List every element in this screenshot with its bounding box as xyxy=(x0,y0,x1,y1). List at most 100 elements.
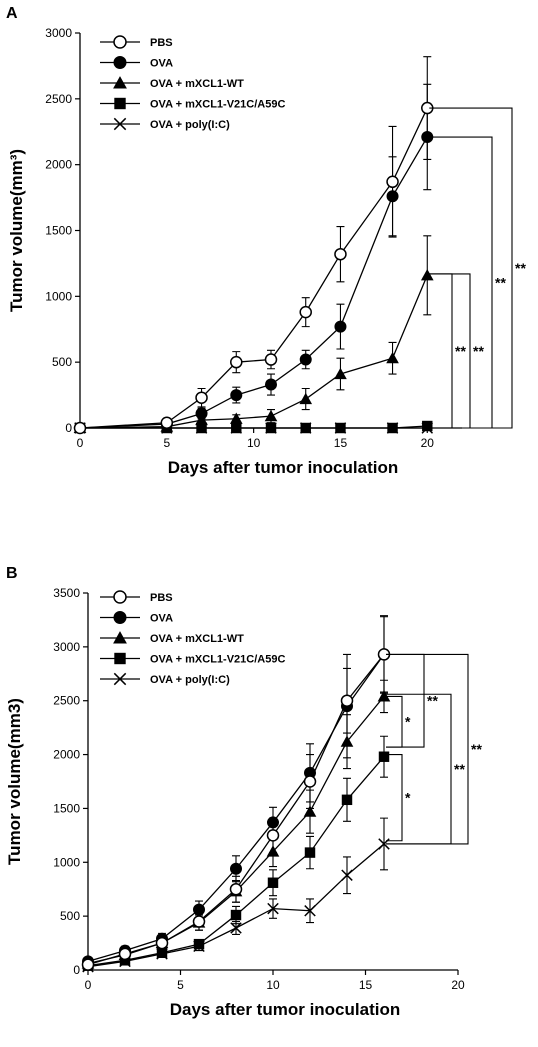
panel-0-x-tick-label: 10 xyxy=(247,436,261,450)
panel-1-legend-marker xyxy=(114,652,126,665)
panel-0-data-point xyxy=(386,351,399,364)
panel-b-label: B xyxy=(6,565,18,582)
panel-1-legend-marker xyxy=(113,672,127,686)
panel-0-chart: 0 500 1000 1500 2000 2500 3000 0 5 10 15 20 Days aft… xyxy=(7,26,526,477)
panel-0-significance-label: ** xyxy=(495,275,506,291)
panel-0-series-line xyxy=(79,275,428,429)
panel-1-data-point xyxy=(119,955,131,966)
panel-1-bracket xyxy=(386,653,469,845)
panel-0-data-point xyxy=(299,392,313,405)
panel-0-data-point xyxy=(231,422,242,434)
panel-1-data-point xyxy=(303,805,317,817)
panel-0-x-tick-label: 15 xyxy=(334,436,348,450)
panel-1-bracket xyxy=(386,754,403,842)
panel-0-data-point xyxy=(334,367,347,380)
panel-0-y-tick-label: 1500 xyxy=(45,224,72,238)
panel-0-data-point xyxy=(265,378,277,391)
panel-0-data-point xyxy=(299,353,312,366)
panel-1-data-point xyxy=(267,902,279,915)
panel-0-legend-label: PBS xyxy=(150,37,173,49)
panel-1-series-filled-square xyxy=(82,735,390,971)
panel-0-legend: PBS OVA OVA + mXCL1-WT OVA + mXCL1-V21C/A59… xyxy=(100,35,285,131)
panel-1-y-tick-label: 1000 xyxy=(53,855,80,869)
panel-0-data-point xyxy=(73,421,87,435)
panel-0-significance-label: ** xyxy=(515,260,526,276)
panel-1-x-axis-title: Days after tumor inoculation xyxy=(170,1000,400,1019)
panel-1-data-point xyxy=(267,877,279,888)
panel-0-legend-marker xyxy=(114,97,126,110)
panel-1-bracket xyxy=(386,693,452,845)
panel-1-data-point xyxy=(230,862,242,875)
panel-1-data-point xyxy=(229,882,243,896)
panel-1-significance-label: ** xyxy=(427,693,438,709)
panel-0-significance-label: ** xyxy=(473,343,484,359)
panel-1-legend-label: OVA + mXCL1-WT xyxy=(150,633,244,645)
panel-0-data-point xyxy=(265,422,277,434)
panel-1-data-point xyxy=(378,751,390,762)
panel-1-data-point xyxy=(303,775,317,788)
panel-1-data-point xyxy=(377,690,391,702)
panel-1-data-point xyxy=(304,847,316,858)
panel-1-significance-label: * xyxy=(405,714,411,730)
panel-0-data-point xyxy=(264,353,278,366)
panel-1-data-point xyxy=(118,947,132,961)
panel-1-legend-marker xyxy=(113,590,127,604)
panel-0-series-open-circle xyxy=(73,56,434,435)
panel-0-data-point xyxy=(300,422,311,434)
panel-0-y-tick-label: 2500 xyxy=(45,92,72,106)
panel-0-y-tick-label: 1000 xyxy=(45,289,72,303)
panel-0-bracket xyxy=(429,107,513,429)
panel-1-y-tick-label: 2000 xyxy=(53,748,80,762)
panel-1-data-point xyxy=(155,936,169,950)
panel-1-y-tick-label: 2500 xyxy=(53,694,80,708)
panel-1-x-tick-label: 15 xyxy=(359,978,373,992)
panel-0-data-point xyxy=(160,416,174,429)
panel-1-chart: 0 500 1000 1500 2000 2500 3000 3500 0 5 10 15 20 Days… xyxy=(5,586,482,1019)
panel-1-legend-marker xyxy=(113,631,127,644)
panel-0-bracket xyxy=(429,273,453,429)
panel-0-data-point xyxy=(196,422,207,434)
panel-0-data-point xyxy=(230,355,243,369)
panel-1-significance-label: * xyxy=(405,790,411,806)
panel-0-legend-marker xyxy=(113,117,127,131)
panel-0-data-point xyxy=(420,268,434,281)
panel-0-y-tick-label: 500 xyxy=(52,355,72,369)
panel-0-data-point xyxy=(334,320,347,333)
panel-0-x-tick-label: 5 xyxy=(163,436,170,450)
panel-0-data-point xyxy=(387,422,398,434)
panel-1-data-point xyxy=(340,694,354,707)
panel-1-legend-label: OVA + mXCL1-V21C/A59C xyxy=(150,654,285,666)
panel-0-significance: ** ** ** ** xyxy=(429,107,526,429)
panel-0-data-point xyxy=(195,407,208,420)
panel-1-data-point xyxy=(230,909,242,921)
panel-0-y-tick-label: 0 xyxy=(65,421,72,435)
panel-1-series-open-circle xyxy=(81,616,391,971)
panel-0-data-point xyxy=(335,422,346,434)
panel-0-legend-marker xyxy=(113,35,127,49)
panel-a-label: A xyxy=(6,5,18,22)
panel-0-x-tick-label: 20 xyxy=(421,436,435,450)
panel-1-data-point xyxy=(81,958,95,971)
panel-0-series-filled-circle xyxy=(74,83,434,434)
panel-0-bracket xyxy=(429,136,493,429)
panel-0-data-point xyxy=(230,389,243,402)
panel-1-data-point xyxy=(156,947,168,958)
panel-1-bracket xyxy=(386,653,425,748)
panel-1-y-axis-title: Tumor volume(mm3) xyxy=(5,698,24,865)
panel-1-x-tick-label: 5 xyxy=(177,978,184,992)
panel-0-x-tick-label: 0 xyxy=(77,436,84,450)
panel-1-legend-label: OVA + poly(I:C) xyxy=(150,674,230,686)
panel-0-series-line xyxy=(79,136,428,429)
panel-0-series-line xyxy=(79,107,428,429)
panel-0-x-axis-title: Days after tumor inoculation xyxy=(168,458,398,477)
panel-0-data-point xyxy=(229,412,243,424)
panel-0-y-tick-label: 3000 xyxy=(45,26,72,40)
panel-1-y-tick-label: 0 xyxy=(73,963,80,977)
panel-1-data-point xyxy=(341,794,353,806)
panel-0-legend-label: OVA + poly(I:C) xyxy=(150,119,230,131)
panel-1-significance-label: ** xyxy=(471,741,482,757)
panel-0-data-point xyxy=(422,420,433,432)
panel-0-significance-label: ** xyxy=(455,343,466,359)
